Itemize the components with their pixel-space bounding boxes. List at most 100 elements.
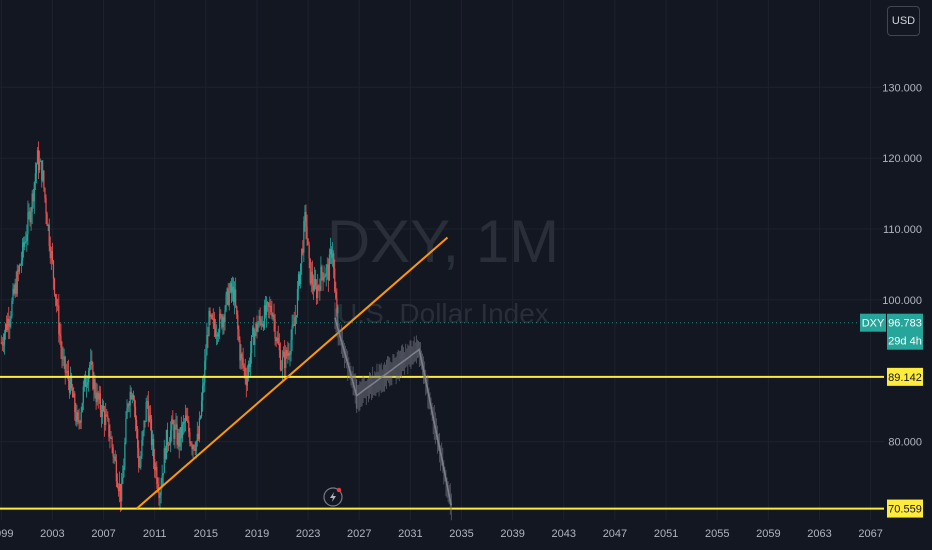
candle-body	[194, 448, 196, 451]
candle-body	[84, 375, 87, 387]
candle-body	[189, 432, 191, 444]
time-tick-label: 1999	[0, 528, 14, 540]
candle-body	[222, 317, 224, 328]
candle-body	[236, 305, 238, 315]
candle-body	[244, 367, 246, 378]
price-tick-label: 110.000	[883, 224, 922, 236]
price-tick-label: 100.000	[882, 295, 922, 307]
candle-body	[34, 173, 36, 183]
price-axis[interactable]: 130.000 120.000 110.000 100.000 80.000	[882, 82, 922, 448]
candle-body	[126, 408, 128, 419]
chart-grid	[0, 0, 884, 520]
candle-body	[9, 321, 11, 327]
candle-body	[245, 377, 247, 386]
candle-body	[44, 188, 46, 199]
candle-body	[24, 241, 26, 247]
candle-body	[59, 334, 61, 337]
candle-body	[209, 310, 211, 317]
candle-body	[153, 439, 155, 459]
time-axis[interactable]: 1999 2003 2007 2011 2015 2019 2023 2027 2031 2035…	[0, 528, 883, 540]
candle-body	[316, 286, 318, 298]
candle-body	[232, 286, 235, 302]
candle-body	[62, 358, 64, 360]
candle-body	[52, 260, 55, 279]
candle-body	[25, 240, 27, 242]
candle-body	[94, 379, 96, 395]
candle-body	[334, 268, 336, 292]
candle-body	[42, 170, 44, 181]
candle-body	[336, 298, 338, 314]
time-tick-label: 2055	[705, 528, 729, 540]
candle-body	[19, 264, 22, 266]
candle-body	[70, 375, 73, 389]
candle-body	[155, 466, 157, 471]
candle-body	[112, 447, 114, 457]
candle-body	[330, 249, 333, 258]
candle-body	[210, 314, 212, 317]
candle-body	[254, 332, 256, 345]
candle-body	[79, 422, 81, 424]
candle-body	[60, 336, 62, 348]
candle-body	[49, 246, 51, 259]
candle-body	[21, 242, 24, 261]
last-price-symbol: DXY	[862, 318, 885, 330]
candle-body	[65, 372, 67, 374]
watermark-description: U.S. Dollar Index	[337, 298, 549, 329]
candle-body	[40, 160, 42, 162]
candle-body	[246, 375, 248, 386]
candle-body	[39, 161, 41, 171]
candle-body	[105, 414, 107, 425]
candle-body	[212, 318, 214, 320]
candle-body	[111, 437, 113, 448]
candle-body	[262, 323, 264, 328]
drawings[interactable]	[0, 236, 884, 521]
candle-body	[97, 392, 99, 400]
candle-body	[85, 384, 88, 387]
candle-body	[202, 385, 204, 401]
candle-body	[270, 305, 272, 313]
candle-body	[264, 305, 267, 316]
last-price-value: 96.783	[888, 318, 922, 330]
time-tick-label: 2059	[756, 528, 780, 540]
candle-body	[47, 224, 49, 226]
candle-body	[116, 481, 119, 488]
candle-body	[312, 284, 315, 291]
candle-body	[107, 415, 109, 419]
candle-body	[151, 439, 154, 445]
candle-body	[57, 305, 59, 307]
price-tick-label: 120.000	[882, 153, 922, 165]
candle-body	[146, 401, 148, 403]
candle-body	[56, 298, 58, 306]
candle-body	[326, 264, 328, 268]
candle-body	[156, 466, 158, 484]
candle-body	[252, 327, 254, 336]
time-tick-label: 2043	[552, 528, 576, 540]
candle-body	[78, 419, 80, 423]
candle-body	[12, 288, 14, 302]
candle-body	[214, 328, 217, 337]
candle-body	[238, 329, 240, 341]
candle-body	[55, 294, 57, 299]
candle-body	[186, 415, 188, 421]
candle-body	[274, 319, 276, 339]
candle-body	[259, 316, 261, 320]
candle-body	[93, 379, 95, 389]
candle-body	[296, 289, 299, 316]
candle-body	[325, 267, 327, 277]
candle-body	[184, 415, 187, 422]
candle-body	[74, 393, 76, 413]
currency-button[interactable]: USD	[887, 6, 920, 36]
candle-body	[196, 433, 198, 442]
lightning-icon[interactable]	[323, 487, 343, 507]
candle-body	[117, 487, 120, 492]
candle-body	[2, 344, 5, 346]
time-tick-label: 2039	[500, 528, 524, 540]
candle-body	[77, 412, 79, 420]
candle-body	[213, 318, 215, 329]
candle-body	[0, 342, 2, 344]
candle-body	[253, 327, 255, 345]
candle-body	[197, 433, 199, 440]
candle-body	[260, 319, 262, 326]
candle-body	[58, 305, 60, 335]
